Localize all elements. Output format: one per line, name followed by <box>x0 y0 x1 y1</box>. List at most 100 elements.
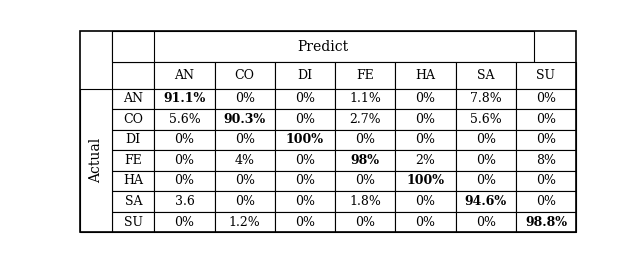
Text: 0%: 0% <box>476 216 495 229</box>
Bar <box>112 31 154 62</box>
Bar <box>456 62 516 88</box>
Bar <box>275 109 335 130</box>
Bar <box>335 191 396 212</box>
Bar <box>112 191 154 212</box>
Bar <box>154 88 214 109</box>
Text: 98%: 98% <box>351 154 380 167</box>
Bar <box>516 62 576 88</box>
Text: 94.6%: 94.6% <box>465 195 507 208</box>
Bar <box>335 88 396 109</box>
Bar <box>456 88 516 109</box>
Text: 5.6%: 5.6% <box>470 113 502 126</box>
Text: HA: HA <box>124 174 143 187</box>
Bar <box>154 130 214 150</box>
Text: 0%: 0% <box>476 133 495 146</box>
Bar <box>214 212 275 232</box>
Text: 0%: 0% <box>536 92 556 105</box>
Bar <box>516 130 576 150</box>
Bar <box>396 88 456 109</box>
Bar <box>396 212 456 232</box>
Bar <box>112 88 154 109</box>
Bar <box>275 88 335 109</box>
Bar <box>456 212 516 232</box>
Bar <box>275 150 335 171</box>
Text: 8%: 8% <box>536 154 556 167</box>
Text: Actual: Actual <box>89 138 103 183</box>
Text: 0%: 0% <box>355 133 375 146</box>
Text: 0%: 0% <box>415 133 435 146</box>
Bar <box>214 130 275 150</box>
Text: SU: SU <box>124 216 143 229</box>
Bar <box>214 109 275 130</box>
Text: CO: CO <box>124 113 143 126</box>
Bar <box>154 171 214 191</box>
Bar <box>112 150 154 171</box>
Bar <box>112 62 154 88</box>
Text: 1.8%: 1.8% <box>349 195 381 208</box>
Text: 0%: 0% <box>536 174 556 187</box>
Text: 91.1%: 91.1% <box>163 92 205 105</box>
Text: FE: FE <box>356 69 374 82</box>
Bar <box>456 191 516 212</box>
Bar <box>335 109 396 130</box>
Text: AN: AN <box>175 69 195 82</box>
Bar <box>396 191 456 212</box>
Bar <box>516 150 576 171</box>
Bar <box>516 212 576 232</box>
Bar <box>335 212 396 232</box>
Bar <box>214 150 275 171</box>
Text: 0%: 0% <box>415 113 435 126</box>
Bar <box>154 109 214 130</box>
Text: 0%: 0% <box>536 113 556 126</box>
Text: 0%: 0% <box>295 92 315 105</box>
Text: Predict: Predict <box>298 40 349 54</box>
Text: 0%: 0% <box>295 216 315 229</box>
Bar <box>112 130 154 150</box>
Text: 3.6: 3.6 <box>175 195 195 208</box>
Bar <box>335 62 396 88</box>
Text: 0%: 0% <box>175 174 195 187</box>
Text: 0%: 0% <box>355 174 375 187</box>
Bar <box>275 62 335 88</box>
Bar <box>335 130 396 150</box>
Bar <box>112 212 154 232</box>
Bar <box>275 171 335 191</box>
Text: 0%: 0% <box>235 133 255 146</box>
Text: 0%: 0% <box>235 174 255 187</box>
Bar <box>214 191 275 212</box>
Text: 0%: 0% <box>476 174 495 187</box>
Text: 0%: 0% <box>175 216 195 229</box>
Bar <box>396 62 456 88</box>
Bar <box>335 150 396 171</box>
Text: SA: SA <box>125 195 142 208</box>
Bar <box>456 171 516 191</box>
Bar <box>456 150 516 171</box>
Text: 7.8%: 7.8% <box>470 92 502 105</box>
Text: 1.2%: 1.2% <box>229 216 260 229</box>
Text: 0%: 0% <box>295 174 315 187</box>
Bar <box>516 109 576 130</box>
Text: 0%: 0% <box>295 195 315 208</box>
Text: 0%: 0% <box>235 195 255 208</box>
Text: 0%: 0% <box>175 154 195 167</box>
Bar <box>396 171 456 191</box>
Bar <box>275 191 335 212</box>
Text: 0%: 0% <box>175 133 195 146</box>
Bar <box>214 62 275 88</box>
Bar <box>112 109 154 130</box>
Text: 100%: 100% <box>406 174 444 187</box>
Text: FE: FE <box>124 154 142 167</box>
Bar <box>396 150 456 171</box>
Text: 2.7%: 2.7% <box>349 113 381 126</box>
Text: 100%: 100% <box>286 133 324 146</box>
Text: 4%: 4% <box>235 154 255 167</box>
Text: AN: AN <box>124 92 143 105</box>
Text: 0%: 0% <box>415 195 435 208</box>
Text: 0%: 0% <box>355 216 375 229</box>
Bar <box>456 130 516 150</box>
Bar <box>275 130 335 150</box>
Bar <box>516 88 576 109</box>
Text: SU: SU <box>536 69 556 82</box>
Text: DI: DI <box>298 69 312 82</box>
Bar <box>112 171 154 191</box>
